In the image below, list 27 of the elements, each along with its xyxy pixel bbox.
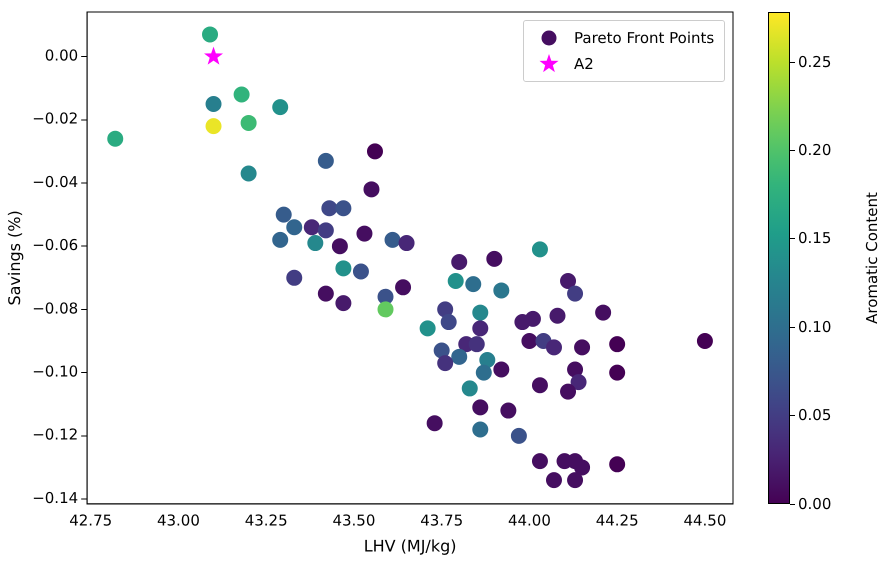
legend-label: Pareto Front Points [574,29,714,47]
x-tick-label: 43.50 [332,512,376,530]
legend-label: A2 [574,55,594,73]
color-bar-label: 0.20 [798,140,832,159]
y-tick-label: −0.10 [32,362,78,381]
x-tick-label: 44.00 [508,512,551,530]
color-bar-label: 0.10 [798,318,832,336]
color-bar-label: 0.00 [798,494,832,513]
y-tick-label: 0.00 [44,46,78,64]
y-tick-label: −0.12 [32,426,78,444]
y-tick-label: −0.08 [32,299,78,318]
x-tick-label: 44.50 [683,512,726,530]
color-bar-label: 0.25 [798,52,832,71]
x-tick-label: 43.00 [156,512,200,530]
y-tick-label: −0.06 [32,236,78,254]
x-tick-label: 43.25 [244,512,288,530]
x-tick-label: 44.25 [596,512,639,530]
color-bar-label: 0.15 [798,229,832,248]
x-axis-title: LHV (MJ/kg) [364,536,456,556]
color-bar-title: Aromatic Content [862,192,881,324]
y-tick-label: −0.14 [32,488,78,507]
x-tick-label: 42.75 [69,512,112,530]
y-tick-label: −0.02 [32,110,78,128]
color-bar-label: 0.05 [798,406,832,424]
y-tick-label: −0.04 [32,172,78,191]
y-axis-title: Savings (%) [4,210,24,306]
x-tick-label: 43.75 [420,512,464,530]
